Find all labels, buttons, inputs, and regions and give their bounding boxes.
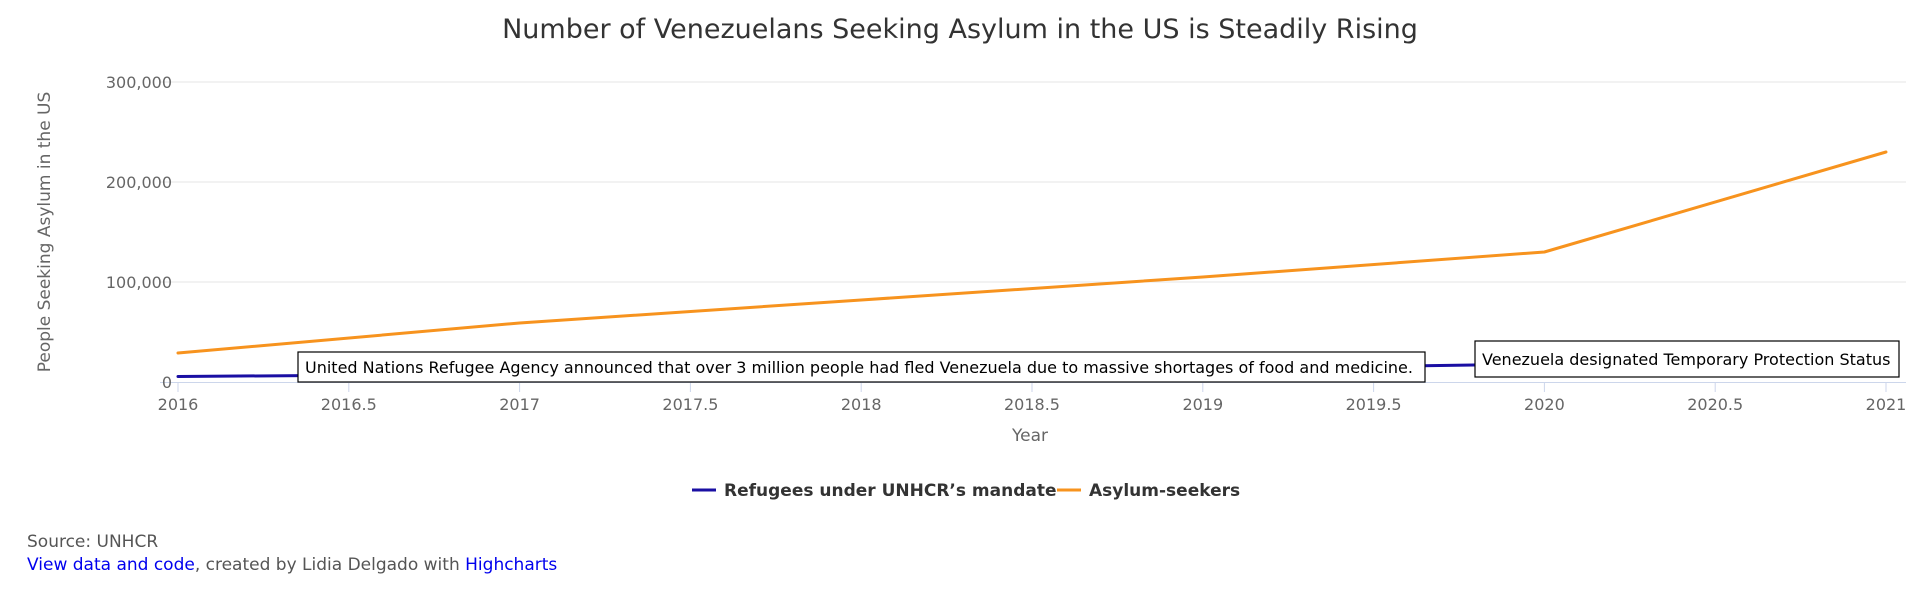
y-tick-label: 200,000 — [106, 173, 172, 192]
source-credit: Source: UNHCR — [27, 532, 159, 552]
annotation-box — [297, 351, 1426, 383]
annotation-box — [1474, 340, 1900, 378]
x-tick-label: 2018 — [841, 395, 882, 414]
view-data-link[interactable]: View data and code — [27, 555, 195, 575]
y-tick-label: 300,000 — [106, 73, 172, 92]
legend-label: Asylum-seekers — [1089, 481, 1240, 501]
y-axis: 0 100,000 200,000 300,000 — [106, 73, 172, 392]
x-tick-label: 2021 — [1866, 395, 1907, 414]
x-tick-label: 2019 — [1182, 395, 1223, 414]
annotation-1: United Nations Refugee Agency announced … — [297, 351, 1426, 383]
x-tick-label: 2016 — [158, 395, 199, 414]
annotation-2: Venezuela designated Temporary Protectio… — [1474, 340, 1900, 378]
x-tick-label: 2019.5 — [1346, 395, 1402, 414]
y-tick-label: 0 — [162, 373, 172, 392]
x-tick-label: 2020 — [1524, 395, 1565, 414]
y-tick-label: 100,000 — [106, 273, 172, 292]
legend-label: Refugees under UNHCR’s mandate — [724, 481, 1057, 501]
x-tick-label: 2016.5 — [321, 395, 377, 414]
x-tick-label: 2017 — [499, 395, 540, 414]
x-axis-title: Year — [1011, 426, 1048, 446]
annotation-text: United Nations Refugee Agency announced … — [305, 358, 1413, 377]
credits-middle-text: , created by Lidia Delgado with — [194, 555, 466, 575]
annotation-text: Venezuela designated Temporary Protectio… — [1482, 350, 1890, 369]
highcharts-link[interactable]: Highcharts — [465, 555, 558, 575]
legend-item-asylum-seekers[interactable]: Asylum-seekers — [1057, 481, 1240, 501]
legend-item-refugees[interactable]: Refugees under UNHCR’s mandate — [692, 481, 1057, 501]
x-tick-label: 2017.5 — [662, 395, 718, 414]
legend: Refugees under UNHCR’s mandate Asylum-see… — [692, 481, 1240, 501]
x-axis: 2016 2016.5 2017 2017.5 2018 2018.5 2019 2019.5… — [158, 382, 1907, 414]
x-tick-label: 2018.5 — [1004, 395, 1060, 414]
series-line-asylum-seekers — [176, 150, 1888, 355]
y-axis-title: People Seeking Asylum in the US — [35, 92, 55, 373]
grid — [160, 81, 1906, 283]
credits-line: View data and code, created by Lidia Del… — [27, 555, 557, 575]
annotations: United Nations Refugee Agency announced … — [297, 340, 1900, 383]
chart-title: Number of Venezuelans Seeking Asylum in … — [502, 14, 1418, 45]
x-tick-label: 2020.5 — [1687, 395, 1743, 414]
